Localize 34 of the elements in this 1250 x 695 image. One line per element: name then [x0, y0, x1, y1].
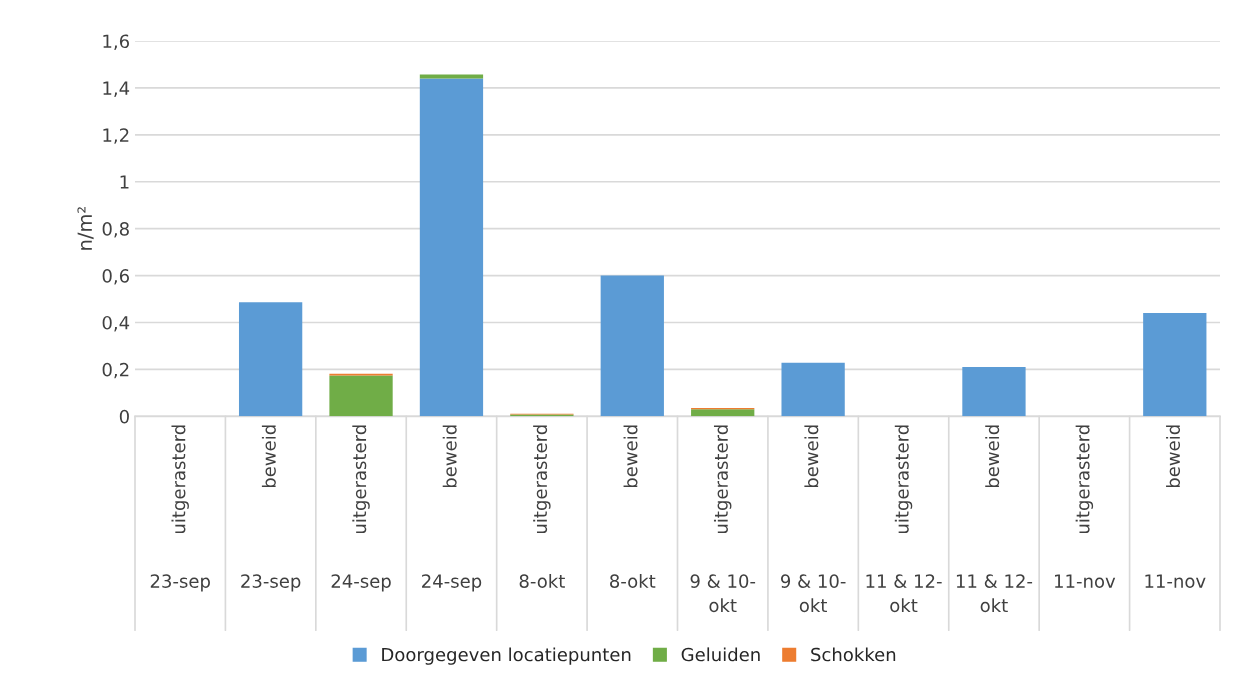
bar — [419, 74, 484, 79]
category-label: uitgerasterd 9 & 10- okt — [690, 425, 756, 613]
bar — [238, 302, 303, 417]
bar — [329, 375, 393, 417]
bar — [691, 409, 755, 417]
category-label: beweid 23-sep — [241, 425, 301, 592]
bar — [600, 275, 664, 417]
bar — [1143, 313, 1207, 417]
bar — [781, 362, 845, 417]
y-tick-label: 0,8 — [102, 222, 129, 238]
legend-label: Geluiden — [681, 647, 760, 662]
category-label: uitgerasterd 8-okt — [519, 425, 565, 588]
y-tick-label: 0,6 — [102, 269, 129, 285]
category-label: uitgerasterd 11 & 12- okt — [866, 425, 942, 613]
category-label: uitgerasterd 23-sep — [150, 425, 210, 592]
y-tick-label: 0,2 — [102, 362, 129, 379]
category-label: uitgerasterd 11-nov — [1055, 425, 1116, 588]
category-label: beweid 8-okt — [610, 425, 656, 588]
bar — [419, 78, 484, 417]
category-label: beweid 11-nov — [1145, 425, 1206, 588]
legend-label: Schokken — [811, 647, 896, 662]
y-tick-label: 0,4 — [102, 315, 130, 332]
y-tick-label: 0 — [119, 409, 129, 424]
y-tick-label: 1,2 — [103, 128, 129, 144]
category-label: beweid 11 & 12- okt — [956, 425, 1033, 613]
category-label: uitgerasterd 24-sep — [331, 425, 391, 592]
y-tick-label: 1,6 — [103, 34, 129, 50]
category-label: beweid 24-sep — [422, 425, 482, 592]
y-axis-title: n/m² — [77, 207, 94, 250]
bar — [962, 367, 1026, 417]
legend-label: Doorgegeven locatiepunten — [382, 647, 631, 665]
y-tick-label: 1,4 — [103, 81, 130, 97]
y-tick-label: 1 — [120, 175, 129, 189]
category-label: beweid 9 & 10- okt — [780, 425, 846, 613]
